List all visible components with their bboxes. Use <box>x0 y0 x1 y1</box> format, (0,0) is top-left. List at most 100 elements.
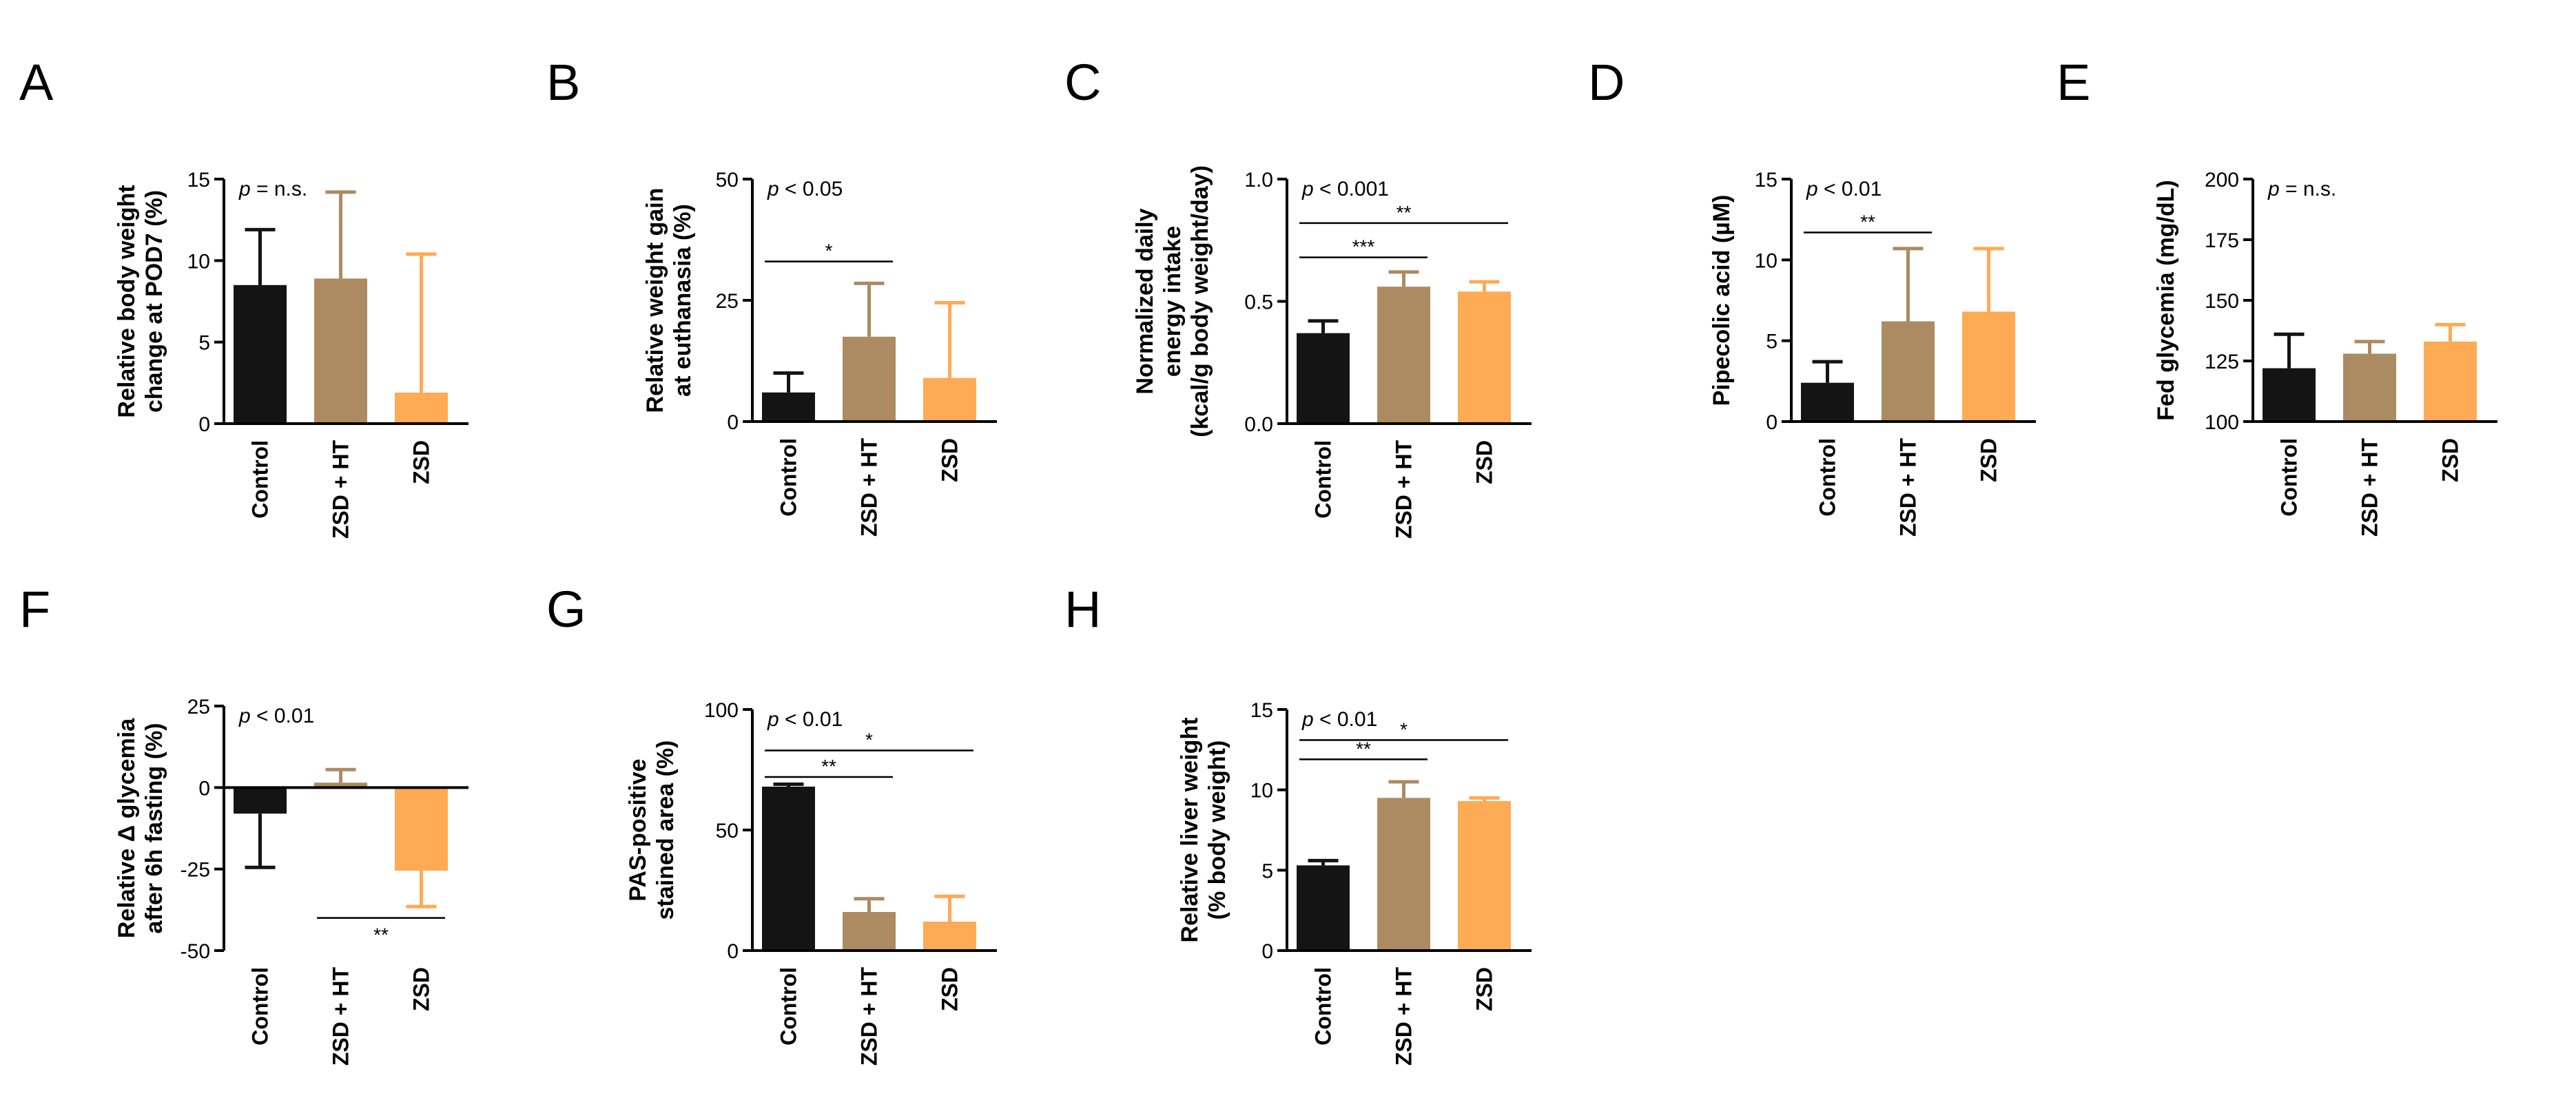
y-axis-label: Pipecolic acid (µM) <box>1709 195 1735 406</box>
panel-g: G 0 50 100 PAS-positive stained area (%) Contr… <box>546 581 997 1066</box>
y-axis-label: Relative liver weight <box>1177 718 1203 943</box>
y-tick-label: 125 <box>2205 351 2239 373</box>
y-tick-label: -50 <box>181 940 210 963</box>
panel-letter: G <box>546 581 586 638</box>
category-label: Control <box>2277 438 2302 517</box>
bar-zsd <box>1962 311 2015 422</box>
p-text: < 0.001 <box>1314 178 1389 200</box>
significance-stars: * <box>865 729 873 751</box>
significance-stars: ** <box>1860 211 1875 232</box>
y-axis-label: Fed glycemia (mg/dL) <box>2153 180 2179 421</box>
y-axis-label: Normalized daily <box>1132 208 1158 394</box>
significance-stars: ** <box>373 924 389 946</box>
significance-stars: ** <box>821 756 836 777</box>
p-value: p < 0.01 <box>1301 708 1377 731</box>
category-label: ZSD + HT <box>857 438 882 537</box>
y-tick-label: 5 <box>1261 860 1273 882</box>
panel-b: B 0 25 50 Relative weight gain at euthanasia … <box>546 54 997 537</box>
y-tick-label: 15 <box>187 169 210 191</box>
panel-letter: D <box>1588 54 1625 111</box>
y-tick-label: 50 <box>716 820 739 842</box>
bar-zsd <box>395 393 448 424</box>
p-symbol: p <box>767 178 779 200</box>
category-label: ZSD + HT <box>1392 440 1416 539</box>
panel-letter: A <box>19 54 54 111</box>
bar-zsd-ht <box>314 278 367 424</box>
panel-letter: C <box>1064 54 1101 111</box>
y-tick-label: 25 <box>716 290 739 313</box>
y-tick-label: 0 <box>727 940 739 963</box>
p-text: < 0.05 <box>779 178 843 200</box>
y-tick-label: 175 <box>2205 229 2239 252</box>
bar-zsd <box>923 922 976 951</box>
bar-control <box>762 392 815 422</box>
y-tick-label: 200 <box>2205 169 2239 191</box>
p-symbol: p <box>1806 178 1818 200</box>
bar-zsd-ht <box>1377 287 1430 424</box>
y-tick-label: 10 <box>1250 780 1273 802</box>
category-label: ZSD <box>1977 438 2001 482</box>
y-tick-label: 10 <box>1755 249 1778 272</box>
category-label: ZSD <box>938 967 962 1011</box>
y-tick-label: 0.0 <box>1244 413 1273 436</box>
y-tick-label: 0 <box>198 777 210 800</box>
y-tick-label: 0.5 <box>1244 291 1273 314</box>
p-value: p < 0.01 <box>1806 178 1882 200</box>
bar-zsd <box>2424 341 2477 422</box>
bar-control <box>1297 865 1350 951</box>
category-label: Control <box>1311 967 1336 1046</box>
panel-c: C 0.0 0.5 1.0 Normalized daily energy intake(… <box>1064 54 1532 539</box>
category-label: Control <box>776 967 801 1046</box>
panel-letter: F <box>19 581 50 638</box>
y-tick-label: 100 <box>704 699 739 722</box>
category-label: ZSD + HT <box>1392 967 1416 1066</box>
category-label: Control <box>1311 440 1336 519</box>
panel-h: H 0 5 10 15 Relative liver weight (% body weig… <box>1064 581 1532 1066</box>
y-axis-label: PAS-positive <box>625 758 651 901</box>
y-axis-label: Relative weight gain <box>642 188 668 413</box>
category-label: ZSD + HT <box>857 967 882 1066</box>
bar-zsd-ht <box>314 782 367 788</box>
category-label: ZSD <box>1472 440 1497 484</box>
y-tick-label: -25 <box>181 859 210 882</box>
y-tick-label: 15 <box>1755 169 1778 191</box>
panel-a: A 0 5 10 15 Relative body weight change at POD… <box>19 54 468 539</box>
significance-stars: ** <box>1356 738 1371 759</box>
p-text: < 0.01 <box>779 708 843 731</box>
bar-control <box>234 787 287 814</box>
y-tick-label: 15 <box>1250 699 1273 722</box>
y-axis-label: Relative Δ glycemia <box>114 718 140 938</box>
panel-f: F -50 -25 0 25 Relative Δ glycemia after 6h fa… <box>19 581 468 1066</box>
category-label: ZSD <box>409 440 434 484</box>
bar-control <box>2263 368 2316 422</box>
bar-zsd-ht <box>843 912 896 951</box>
y-tick-label: 25 <box>187 696 210 718</box>
p-text: = n.s. <box>251 178 308 200</box>
category-label: ZSD <box>2438 438 2463 482</box>
category-label: ZSD + HT <box>1896 438 1921 537</box>
y-tick-label: 0 <box>1261 940 1273 963</box>
p-symbol: p <box>238 178 251 200</box>
bar-zsd-ht <box>843 336 896 422</box>
bar-zsd <box>1458 801 1511 951</box>
category-label: ZSD <box>409 967 434 1011</box>
y-tick-label: 100 <box>2205 411 2239 434</box>
p-value: p < 0.01 <box>238 705 314 727</box>
bar-zsd-ht <box>1377 798 1430 951</box>
p-value: p = n.s. <box>2267 178 2336 200</box>
significance-stars: ** <box>1397 202 1412 223</box>
p-symbol: p <box>238 705 251 727</box>
category-label: Control <box>248 440 273 519</box>
y-tick-label: 0 <box>727 411 739 434</box>
y-axis-label: stained area (%) <box>652 740 679 920</box>
category-label: ZSD <box>938 438 962 482</box>
p-text: = n.s. <box>2280 178 2337 200</box>
p-symbol: p <box>1301 708 1314 731</box>
significance-stars: *** <box>1352 236 1375 258</box>
y-tick-label: 10 <box>187 250 210 273</box>
bar-zsd-ht <box>2343 353 2396 422</box>
y-axis-label: energy intake <box>1160 226 1186 377</box>
bar-control <box>762 787 815 951</box>
y-axis-label: (% body weight) <box>1204 740 1230 920</box>
